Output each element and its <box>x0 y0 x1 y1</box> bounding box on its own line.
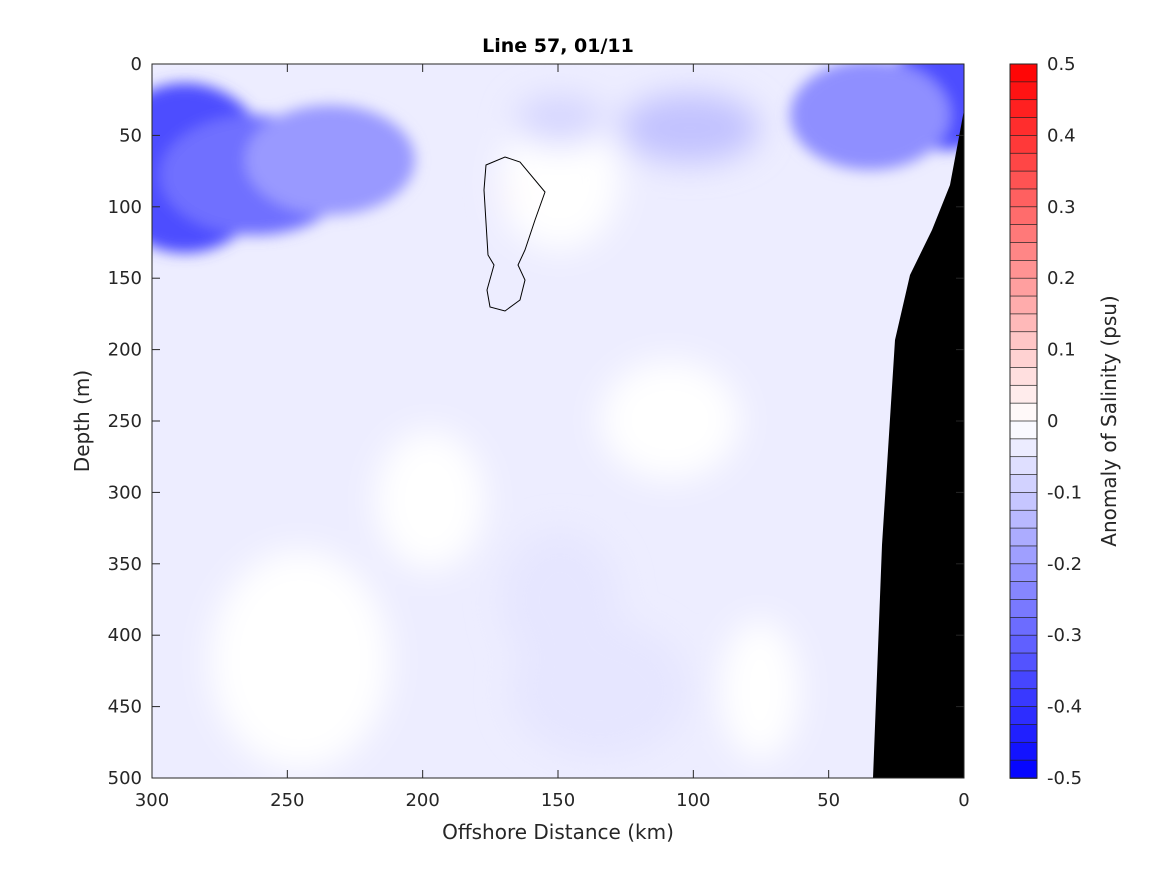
x-tick-label: 0 <box>958 790 969 811</box>
colorbar-level <box>1009 599 1038 619</box>
colorbar-tick-label: 0.1 <box>1047 340 1076 361</box>
near-zero-region <box>500 110 620 250</box>
colorbar-level <box>1009 81 1038 101</box>
y-tick-label: 50 <box>119 125 142 146</box>
y-tick-label: 350 <box>108 554 142 575</box>
colorbar-level <box>1009 170 1038 190</box>
near-zero-region <box>600 360 740 480</box>
y-tick-label: 100 <box>108 197 142 218</box>
colorbar-tick-label: 0 <box>1047 411 1058 432</box>
colorbar-level <box>1009 313 1038 333</box>
colorbar-level <box>1009 706 1038 726</box>
colorbar-level <box>1009 741 1038 761</box>
colorbar-level <box>1009 545 1038 565</box>
colorbar-tick-label: -0.1 <box>1047 482 1082 503</box>
salinity-field <box>152 64 964 778</box>
colorbar-level <box>1009 420 1038 440</box>
colorbar-tick-label: 0.5 <box>1047 54 1076 75</box>
zero-contour <box>483 156 546 312</box>
colorbar-tick-label: -0.2 <box>1047 554 1082 575</box>
colorbar-level <box>1009 616 1038 637</box>
y-axis-label: Depth (m) <box>70 370 94 472</box>
colorbar-label: Anomaly of Salinity (psu) <box>1097 295 1121 546</box>
colorbar <box>1009 63 1038 779</box>
colorbar-level <box>1009 295 1038 315</box>
x-tick-label: 50 <box>817 790 840 811</box>
colorbar-level <box>1009 759 1038 779</box>
colorbar-level <box>1009 474 1038 494</box>
colorbar-level <box>1009 63 1038 83</box>
y-tick-label: 450 <box>108 697 142 718</box>
salinity-feature <box>500 530 620 670</box>
near-zero-region <box>720 620 800 760</box>
y-tick-label: 200 <box>108 340 142 361</box>
y-tick-label: 150 <box>108 268 142 289</box>
x-tick-label: 250 <box>270 790 304 811</box>
bathymetry <box>873 110 964 778</box>
x-tick-label: 150 <box>541 790 575 811</box>
salinity-feature <box>499 185 520 206</box>
plot-area <box>151 63 965 779</box>
chart-title: Line 57, 01/11 <box>482 35 634 57</box>
colorbar-level <box>1009 492 1038 512</box>
colorbar-ticks: 0.5 0.4 0.3 0.2 0.1 0 -0.1 -0.2 -0.3 -0.4 -0.5 <box>1047 54 1082 789</box>
y-tick-label: 400 <box>108 625 142 646</box>
salinity-feature <box>790 64 950 170</box>
salinity-feature <box>620 93 760 163</box>
colorbar-tick-label: 0.3 <box>1047 197 1076 218</box>
colorbar-level <box>1009 634 1038 654</box>
colorbar-level <box>1009 135 1038 155</box>
colorbar-tick-label: 0.4 <box>1047 125 1076 146</box>
colorbar-tick-label: -0.3 <box>1047 625 1082 646</box>
colorbar-level <box>1009 670 1038 690</box>
colorbar-level <box>1009 581 1038 601</box>
colorbar-level <box>1009 509 1038 529</box>
colorbar-level <box>1009 206 1038 226</box>
colorbar-level <box>1009 117 1038 137</box>
colorbar-tick-label: 0.2 <box>1047 268 1076 289</box>
y-tick-label: 0 <box>131 54 142 75</box>
colorbar-level <box>1009 260 1038 280</box>
colorbar-level <box>1009 99 1038 119</box>
colorbar-level <box>1009 527 1038 547</box>
salinity-feature <box>507 211 528 232</box>
colorbar-level <box>1009 724 1038 744</box>
x-tick-label: 100 <box>676 790 710 811</box>
colorbar-tick-label: -0.5 <box>1047 768 1082 789</box>
colorbar-level <box>1009 438 1038 458</box>
colorbar-level <box>1009 563 1038 583</box>
colorbar-level <box>1009 188 1038 208</box>
colorbar-tick-label: -0.4 <box>1047 697 1082 718</box>
zero-contour-line <box>483 156 546 312</box>
near-zero-region <box>210 550 390 770</box>
colorbar-level <box>1009 367 1038 387</box>
x-tick-label: 200 <box>405 790 439 811</box>
colorbar-level <box>1009 456 1038 476</box>
x-tick-label: 300 <box>135 790 169 811</box>
x-axis: 300 250 200 150 100 50 0 <box>135 64 970 811</box>
x-axis-label: Offshore Distance (km) <box>442 820 674 844</box>
y-tick-label: 300 <box>108 482 142 503</box>
near-zero-region <box>375 430 485 570</box>
colorbar-level <box>1009 384 1038 404</box>
colorbar-level <box>1009 349 1038 369</box>
colorbar-level <box>1009 402 1038 422</box>
colorbar-level <box>1009 277 1038 297</box>
salinity-feature <box>245 105 415 215</box>
colorbar-level <box>1009 242 1038 262</box>
colorbar-level <box>1009 652 1038 672</box>
colorbar-level <box>1009 331 1038 351</box>
colorbar-level <box>1009 152 1038 172</box>
y-tick-label: 500 <box>108 768 142 789</box>
colorbar-level <box>1009 688 1038 708</box>
y-tick-label: 250 <box>108 411 142 432</box>
salinity-feature <box>515 95 605 145</box>
colorbar-level <box>1009 224 1038 244</box>
y-axis: 0 50 100 150 200 250 300 350 400 450 500 <box>108 54 964 789</box>
